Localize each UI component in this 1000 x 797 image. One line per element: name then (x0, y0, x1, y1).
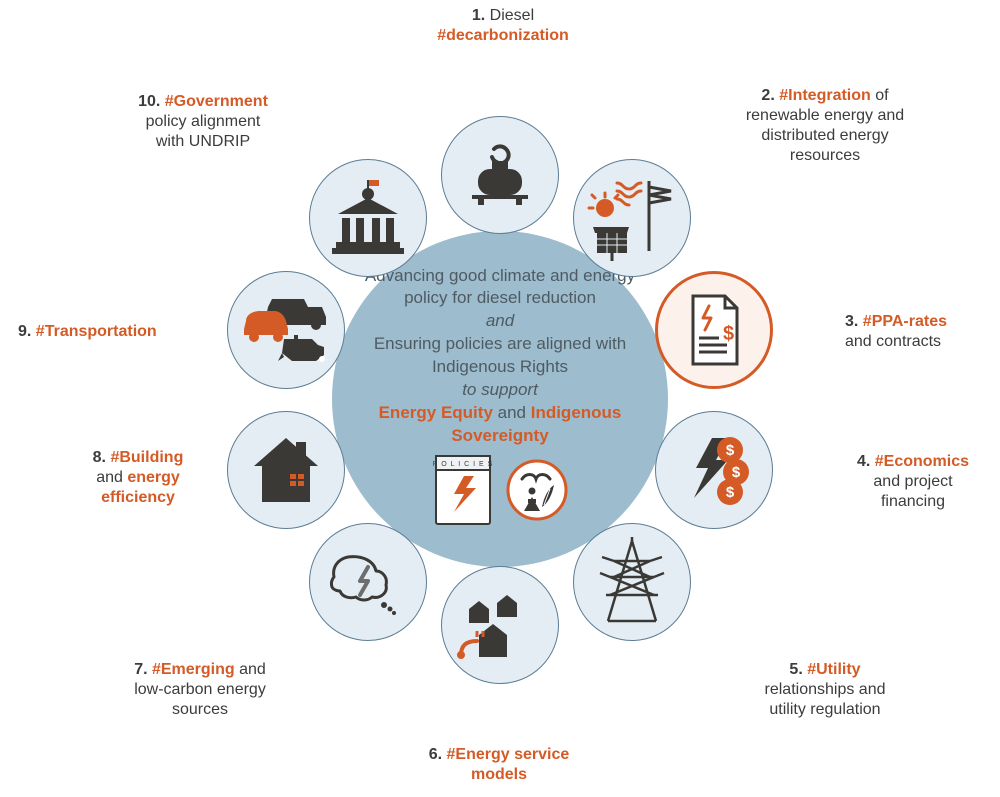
node-transport (227, 271, 345, 389)
label-transport: 9. #Transportation (18, 322, 208, 342)
node-economics: $ $ $ (655, 411, 773, 529)
svg-text:$: $ (732, 464, 741, 481)
label-economics: 4. #Economicsand projectfinancing (838, 452, 988, 512)
node-integration (573, 159, 691, 277)
center-disc: Advancing good climate and energy policy… (332, 231, 668, 567)
utility-icon (592, 537, 672, 627)
policies-doc-icon: P O L I C I E S (432, 454, 494, 526)
node-government (309, 159, 427, 277)
center-icons: P O L I C I E S (432, 454, 568, 526)
diesel-icon (460, 135, 540, 215)
economics-icon: $ $ $ (674, 430, 754, 510)
label-diesel: 1. Diesel#decarbonization (428, 6, 578, 46)
integration-icon (587, 173, 677, 263)
service-icon (455, 585, 545, 665)
government-icon (326, 178, 410, 258)
building-icon (246, 430, 326, 510)
svg-text:$: $ (726, 484, 735, 501)
label-ppa: 3. #PPA-ratesand contracts (845, 312, 985, 352)
center-text: Advancing good climate and energy policy… (358, 265, 642, 449)
label-government: 10. #Governmentpolicy alignmentwith UNDR… (98, 92, 308, 152)
svg-text:$: $ (726, 442, 735, 459)
indigenous-icon (506, 454, 568, 526)
ppa-icon: $ (679, 290, 749, 370)
svg-text:$: $ (723, 323, 734, 345)
label-emerging: 7. #Emerging andlow-carbon energysources (100, 660, 300, 720)
label-integration: 2. #Integration ofrenewable energy anddi… (720, 86, 930, 166)
transport-icon (238, 295, 334, 365)
node-ppa: $ (655, 271, 773, 389)
node-building (227, 411, 345, 529)
node-diesel (441, 116, 559, 234)
emerging-icon (328, 547, 408, 617)
label-service: 6. #Energy servicemodels (409, 745, 589, 785)
node-emerging (309, 523, 427, 641)
svg-text:P O L I C I E S: P O L I C I E S (433, 461, 494, 468)
label-building: 8. #Buildingand energyefficiency (58, 448, 218, 508)
node-utility (573, 523, 691, 641)
node-service (441, 566, 559, 684)
label-utility: 5. #Utilityrelationships andutility regu… (720, 660, 930, 720)
